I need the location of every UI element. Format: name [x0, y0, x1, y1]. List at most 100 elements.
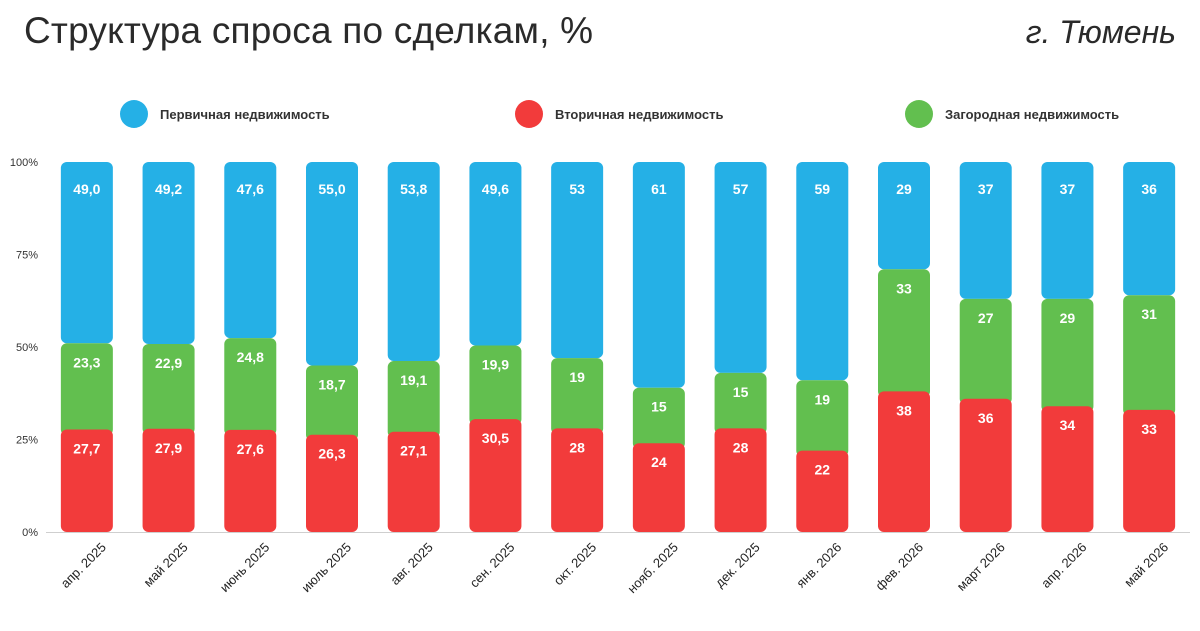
legend-item-secondary: Вторичная недвижимость — [515, 100, 723, 128]
x-tick-label: окт. 2025 — [551, 540, 600, 589]
bar-segment — [387, 162, 440, 362]
bar-segment — [551, 428, 604, 532]
data-label: 19,9 — [482, 357, 509, 373]
bar-segment — [632, 443, 685, 532]
y-tick-label: 75% — [16, 250, 38, 262]
x-tick-label: июль 2025 — [299, 540, 355, 596]
data-label: 19 — [814, 391, 830, 407]
x-tick-label: нояб. 2025 — [624, 540, 681, 597]
bar-segment — [142, 344, 195, 435]
data-label: 33 — [896, 280, 912, 296]
data-label: 27,6 — [237, 441, 264, 457]
bar-segment — [387, 361, 440, 438]
x-tick-label: май 2026 — [1121, 540, 1171, 590]
bar-segment — [878, 391, 930, 532]
data-label: 47,6 — [237, 181, 264, 197]
data-label: 15 — [733, 384, 749, 400]
bar-segment — [60, 162, 113, 344]
legend-swatch-suburban — [905, 100, 933, 128]
legend-swatch-secondary — [515, 100, 543, 128]
legend-label-suburban: Загородная недвижимость — [945, 106, 1120, 122]
bar-segment — [796, 380, 849, 457]
x-tick-label: апр. 2026 — [1038, 540, 1089, 591]
bar-segment — [632, 387, 685, 450]
data-label: 36 — [1141, 181, 1157, 197]
bar-segment — [959, 298, 1012, 405]
bar-segment — [1123, 162, 1176, 296]
data-label: 27 — [978, 310, 994, 326]
x-tick-label: март 2026 — [954, 540, 1008, 594]
bar-segment — [1041, 298, 1094, 413]
data-label: 37 — [978, 181, 994, 197]
data-label: 19,1 — [400, 372, 427, 388]
legend: Первичная недвижимость Вторичная недвижи… — [0, 100, 1200, 132]
data-label: 49,0 — [73, 181, 100, 197]
data-label: 37 — [1060, 181, 1076, 197]
data-label: 30,5 — [482, 430, 509, 446]
data-label: 36 — [978, 410, 994, 426]
bar-segment — [224, 162, 277, 339]
bar-segment — [306, 365, 358, 441]
x-tick-label: июнь 2025 — [217, 540, 273, 596]
x-tick-label: авг. 2025 — [387, 540, 435, 588]
bar-segment — [387, 431, 440, 532]
bar-segment — [1041, 162, 1094, 299]
data-label: 19 — [569, 369, 585, 385]
bar-segment — [551, 358, 604, 435]
bar-segment — [551, 162, 604, 359]
x-tick-label: апр. 2025 — [58, 540, 109, 591]
bar-segment — [878, 269, 930, 398]
data-label: 18,7 — [318, 377, 345, 393]
data-label: 24 — [651, 454, 667, 470]
bar-segment — [1041, 406, 1094, 532]
legend-swatch-primary — [120, 100, 148, 128]
bar-segment — [469, 345, 522, 426]
data-label: 26,3 — [318, 446, 345, 462]
legend-label-primary: Первичная недвижимость — [160, 106, 330, 122]
data-label: 28 — [569, 439, 585, 455]
data-label: 24,8 — [237, 349, 264, 365]
x-tick-label: май 2025 — [141, 540, 191, 590]
bar-segment — [1123, 409, 1176, 532]
data-label: 49,6 — [482, 181, 509, 197]
bar-segment — [714, 428, 767, 532]
bar-segment — [306, 162, 358, 366]
data-label: 53 — [569, 181, 585, 197]
data-label: 31 — [1141, 306, 1157, 322]
data-label: 22 — [814, 462, 830, 478]
bar-segment — [60, 429, 113, 532]
y-tick-label: 25% — [16, 435, 38, 447]
y-tick-label: 0% — [22, 527, 38, 539]
bar-segment — [306, 434, 358, 532]
data-label: 57 — [733, 181, 749, 197]
data-label: 15 — [651, 399, 667, 415]
data-label: 27,1 — [400, 443, 427, 459]
bar-segment — [142, 428, 195, 532]
legend-item-suburban: Загородная недвижимость — [905, 100, 1119, 128]
bar-segment — [1123, 295, 1176, 416]
y-tick-label: 50% — [16, 342, 38, 354]
data-label: 49,2 — [155, 181, 182, 197]
legend-label-secondary: Вторичная недвижимость — [555, 106, 724, 122]
y-tick-label: 100% — [10, 157, 38, 169]
data-label: 27,7 — [73, 441, 100, 457]
data-label: 33 — [1141, 421, 1157, 437]
data-label: 38 — [896, 402, 912, 418]
bar-segment — [959, 162, 1012, 299]
bar-segment — [224, 338, 277, 436]
data-label: 28 — [733, 439, 749, 455]
bar-segment — [959, 398, 1012, 532]
bar-segment — [796, 450, 849, 532]
data-label: 53,8 — [400, 181, 427, 197]
bar-segment — [714, 372, 767, 435]
bar-segment — [469, 419, 522, 532]
bar-segment — [224, 429, 277, 532]
bar-segment — [60, 343, 113, 436]
legend-item-primary: Первичная недвижимость — [120, 100, 330, 128]
data-label: 59 — [814, 181, 830, 197]
bar-segment — [714, 162, 767, 373]
bar-segment — [142, 162, 195, 345]
x-tick-label: дек. 2025 — [712, 540, 763, 591]
data-label: 34 — [1060, 417, 1076, 433]
